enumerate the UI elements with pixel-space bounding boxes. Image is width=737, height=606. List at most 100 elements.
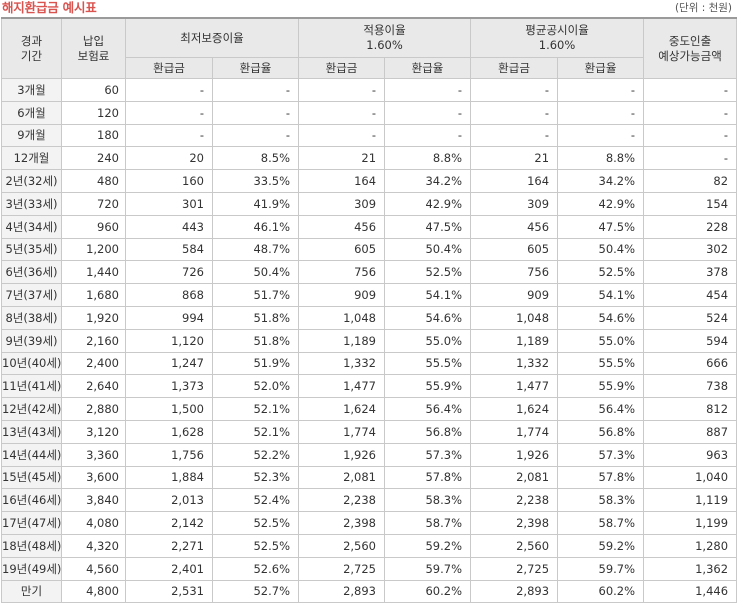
min-rate-cell: 52.7% [211, 579, 300, 604]
avg-rate-cell: 54.6% [557, 305, 645, 330]
avg-refund-cell: - [470, 123, 559, 148]
min-refund-cell: 1,500 [125, 397, 213, 421]
avg-rate-cell: 58.3% [557, 488, 645, 513]
period-cell: 4년(34세) [1, 214, 62, 239]
period-cell: 7년(37세) [1, 283, 62, 307]
header-premium: 납입 보험료 [61, 17, 126, 79]
table-row: 17년(47세) 4,080 2,142 52.5% 2,398 58.7% 2,398 58… [1, 511, 737, 535]
premium-cell: 2,880 [61, 397, 126, 421]
applied-refund-cell: 605 [298, 237, 386, 262]
withdrawal-cell: 1,119 [643, 488, 737, 513]
table-row: 9년(39세) 2,160 1,120 51.8% 1,189 55.0% 1,189 55.… [1, 328, 737, 353]
min-rate-cell: - [211, 100, 300, 125]
min-rate-cell: 52.5% [211, 511, 300, 535]
applied-rate-cell: 42.9% [384, 191, 472, 216]
table-row: 12개월 240 20 8.5% 21 8.8% 21 8.8% - [1, 146, 737, 171]
applied-rate-cell: 56.4% [384, 397, 472, 421]
applied-refund-cell: 1,926 [298, 442, 386, 467]
title-row: 해지환급금 예시표 (단위 : 천원) [0, 0, 737, 18]
min-refund-cell: 1,373 [125, 374, 213, 399]
min-refund-cell: 1,884 [125, 465, 213, 490]
applied-rate-cell: 55.9% [384, 374, 472, 399]
header-min-guarantee: 최저보증이율 [124, 17, 300, 58]
applied-rate-cell: 57.3% [384, 442, 472, 467]
min-rate-cell: - [211, 78, 300, 102]
table-header: 경과 기간 납입 보험료 최저보증이율 적용이율 1.60% 평균공시이율 1.… [1, 17, 737, 79]
period-cell: 13년(43세) [1, 419, 62, 444]
applied-rate-cell: 47.5% [384, 214, 472, 239]
avg-rate-cell: 59.7% [557, 556, 645, 581]
avg-rate-cell: 47.5% [557, 214, 645, 239]
page-title: 해지환급금 예시표 [2, 0, 97, 15]
table-row: 2년(32세) 480 160 33.5% 164 34.2% 164 34.2% 82 [1, 169, 737, 193]
subheader-refund: 환급금 [125, 57, 213, 79]
premium-cell: 4,800 [61, 579, 126, 604]
premium-cell: 1,440 [61, 260, 126, 285]
avg-rate-cell: 57.3% [557, 442, 645, 467]
avg-rate-cell: 56.4% [557, 397, 645, 421]
table-row: 5년(35세) 1,200 584 48.7% 605 50.4% 605 50.4% 302 [1, 237, 737, 262]
table-row: 6개월 120- - - - - - - [1, 100, 737, 125]
applied-refund-cell: - [298, 100, 386, 125]
period-cell: 5년(35세) [1, 237, 62, 262]
table-row: 14년(44세) 3,360 1,756 52.2% 1,926 57.3% 1,926 57… [1, 442, 737, 467]
period-cell: 18년(48세) [1, 533, 62, 558]
premium-cell: 1,680 [61, 283, 126, 307]
min-refund-cell: 2,013 [125, 488, 213, 513]
table-row: 6년(36세) 1,440 726 50.4% 756 52.5% 756 52.5% 378 [1, 260, 737, 285]
withdrawal-cell: 524 [643, 305, 737, 330]
min-rate-cell: 52.1% [211, 397, 300, 421]
avg-refund-cell: 756 [470, 260, 559, 285]
applied-refund-cell: - [298, 123, 386, 148]
avg-rate-cell: - [557, 123, 645, 148]
withdrawal-cell: 1,040 [643, 465, 737, 490]
applied-refund-cell: 2,560 [298, 533, 386, 558]
applied-rate-cell: 52.5% [384, 260, 472, 285]
period-cell: 10년(40세) [1, 351, 62, 376]
applied-rate-cell: 59.2% [384, 533, 472, 558]
withdrawal-cell: 1,280 [643, 533, 737, 558]
min-rate-cell: 51.8% [211, 328, 300, 353]
min-refund-cell: 726 [125, 260, 213, 285]
avg-refund-cell: 1,774 [470, 419, 559, 444]
table-row: 12년(42세) 2,880 1,500 52.1% 1,624 56.4% 1,624 56… [1, 397, 737, 421]
withdrawal-cell: 1,446 [643, 579, 737, 604]
min-rate-cell: 46.1% [211, 214, 300, 239]
table-row: 7년(37세) 1,680 868 51.7% 909 54.1% 909 54.1% 454 [1, 283, 737, 307]
premium-cell: 1,200 [61, 237, 126, 262]
min-refund-cell: 1,756 [125, 442, 213, 467]
withdrawal-cell: 812 [643, 397, 737, 421]
applied-rate-cell: 54.6% [384, 305, 472, 330]
withdrawal-cell: 1,199 [643, 511, 737, 535]
avg-refund-cell: 2,081 [470, 465, 559, 490]
applied-rate-cell: - [384, 78, 472, 102]
avg-rate-cell: 55.0% [557, 328, 645, 353]
applied-rate-cell: 34.2% [384, 169, 472, 193]
table-row: 13년(43세) 3,120 1,628 52.1% 1,774 56.8% 1,774 56… [1, 419, 737, 444]
min-refund-cell: 301 [125, 191, 213, 216]
withdrawal-cell: 378 [643, 260, 737, 285]
applied-refund-cell: 309 [298, 191, 386, 216]
min-rate-cell: 52.1% [211, 419, 300, 444]
table-row: 만기 4,800 2,531 52.7% 2,893 60.2% 2,893 60.2% 1,4… [1, 579, 737, 604]
applied-refund-cell: 21 [298, 146, 386, 171]
applied-rate-cell: 54.1% [384, 283, 472, 307]
applied-refund-cell: 164 [298, 169, 386, 193]
premium-cell: 4,080 [61, 511, 126, 535]
period-cell: 9년(39세) [1, 328, 62, 353]
min-refund-cell: 2,271 [125, 533, 213, 558]
avg-refund-cell: 2,398 [470, 511, 559, 535]
period-cell: 17년(47세) [1, 511, 62, 535]
withdrawal-cell: 454 [643, 283, 737, 307]
withdrawal-cell: - [643, 78, 737, 102]
avg-rate-cell: 52.5% [557, 260, 645, 285]
applied-rate-cell: 57.8% [384, 465, 472, 490]
applied-refund-cell: 456 [298, 214, 386, 239]
avg-refund-cell: 164 [470, 169, 559, 193]
header-avg-public-rate: 평균공시이율 1.60% [470, 17, 645, 58]
avg-refund-cell: 2,893 [470, 579, 559, 604]
avg-rate-cell: 58.7% [557, 511, 645, 535]
subheader-refund-rate: 환급율 [211, 57, 300, 79]
period-cell: 14년(44세) [1, 442, 62, 467]
avg-refund-cell: - [470, 100, 559, 125]
